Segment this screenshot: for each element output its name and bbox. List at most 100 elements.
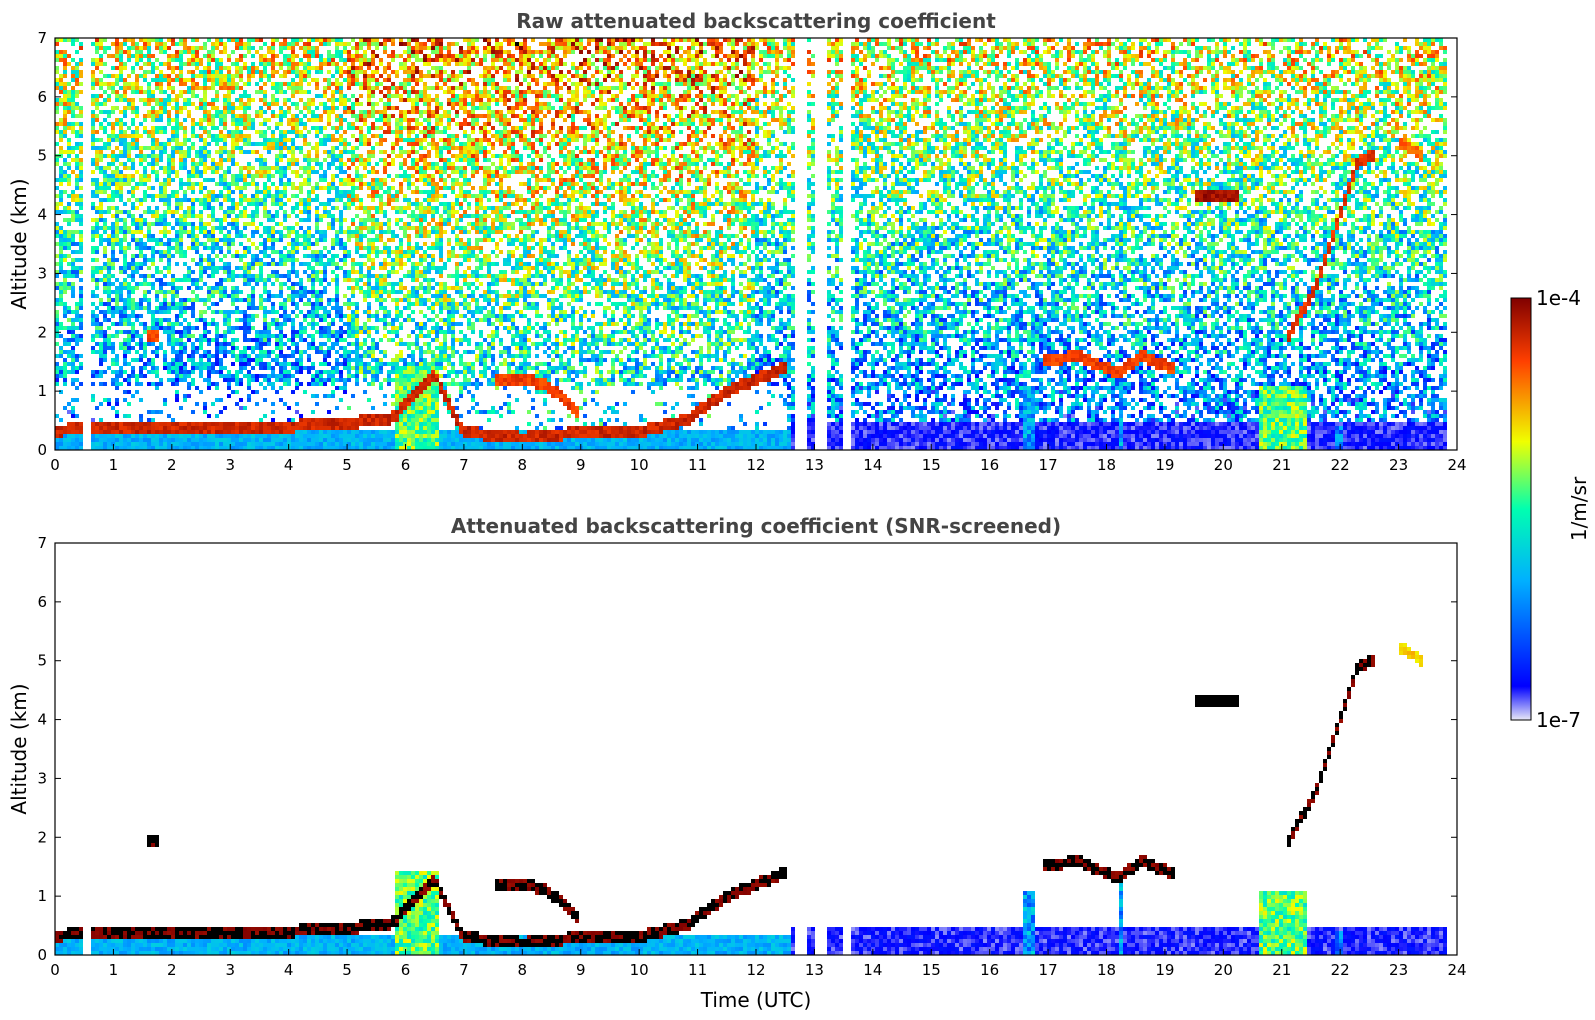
heatmap-cell	[199, 230, 203, 234]
heatmap-cell	[319, 270, 323, 274]
heatmap-cell	[203, 410, 207, 414]
heatmap-cell	[375, 442, 379, 446]
heatmap-cell	[123, 302, 127, 306]
heatmap-cell	[219, 350, 223, 354]
heatmap-cell	[135, 90, 139, 94]
heatmap-cell	[119, 318, 123, 322]
heatmap-cell	[231, 110, 235, 114]
heatmap-cell	[363, 78, 367, 82]
heatmap-cell	[235, 106, 239, 110]
heatmap-cell	[107, 306, 111, 310]
heatmap-cell	[215, 386, 219, 390]
heatmap-cell	[231, 254, 235, 258]
heatmap-cell	[247, 386, 251, 390]
heatmap-cell	[263, 74, 267, 78]
heatmap-cell	[115, 362, 119, 366]
heatmap-cell	[63, 66, 67, 70]
heatmap-cell	[151, 194, 155, 198]
heatmap-cell	[227, 374, 231, 378]
heatmap-cell	[135, 342, 139, 346]
heatmap-cell	[127, 58, 131, 62]
heatmap-cell	[99, 302, 103, 306]
heatmap-cell	[327, 250, 331, 254]
heatmap-cell	[115, 222, 119, 226]
heatmap-cell	[307, 322, 311, 326]
heatmap-cell	[359, 270, 363, 274]
heatmap-cell	[203, 178, 207, 182]
heatmap-cell	[263, 62, 267, 66]
heatmap-cell	[259, 278, 263, 282]
heatmap-cell	[311, 102, 315, 106]
heatmap-cell	[195, 250, 199, 254]
heatmap-cell	[355, 186, 359, 190]
heatmap-cell	[151, 238, 155, 242]
heatmap-cell	[367, 438, 371, 442]
heatmap-cell	[291, 130, 295, 134]
heatmap-cell	[155, 354, 159, 358]
heatmap-cell	[315, 86, 319, 90]
heatmap-cell	[195, 430, 199, 434]
heatmap-cell	[147, 114, 151, 118]
heatmap-cell	[243, 42, 247, 46]
heatmap-cell	[63, 326, 67, 330]
heatmap-cell	[139, 342, 143, 346]
heatmap-cell	[175, 174, 179, 178]
heatmap-cell	[315, 126, 319, 130]
heatmap-cell	[315, 182, 319, 186]
heatmap-cell	[79, 222, 83, 226]
heatmap-cell	[335, 366, 339, 370]
heatmap-cell	[179, 442, 183, 446]
heatmap-cell	[115, 230, 119, 234]
heatmap-cell	[203, 350, 207, 354]
heatmap-cell	[275, 70, 279, 74]
heatmap-cell	[251, 318, 255, 322]
heatmap-cell	[299, 442, 303, 446]
heatmap-cell	[291, 142, 295, 146]
heatmap-cell	[131, 234, 135, 238]
heatmap-cell	[263, 82, 267, 86]
heatmap-cell	[363, 74, 367, 78]
heatmap-cell	[91, 290, 95, 294]
heatmap-cell	[115, 170, 119, 174]
heatmap-cell	[203, 142, 207, 146]
heatmap-cell	[167, 370, 171, 374]
heatmap-cell	[239, 66, 243, 70]
heatmap-cell	[323, 266, 327, 270]
heatmap-cell	[179, 374, 183, 378]
heatmap-cell	[195, 150, 199, 154]
heatmap-cell	[75, 306, 79, 310]
heatmap-cell	[367, 154, 371, 158]
heatmap-cell	[235, 182, 239, 186]
heatmap-cell	[279, 426, 283, 430]
heatmap-cell	[99, 350, 103, 354]
heatmap-cell	[207, 198, 211, 202]
heatmap-cell	[211, 422, 215, 426]
heatmap-cell	[299, 198, 303, 202]
heatmap-cell	[191, 298, 195, 302]
heatmap-cell	[359, 330, 363, 334]
heatmap-cell	[195, 438, 199, 442]
heatmap-cell	[239, 382, 243, 386]
heatmap-cell	[319, 326, 323, 330]
heatmap-cell	[163, 306, 167, 310]
heatmap-cell	[363, 390, 367, 394]
heatmap-cell	[91, 58, 95, 62]
heatmap-cell	[99, 166, 103, 170]
heatmap-cell	[355, 318, 359, 322]
heatmap-cell	[311, 166, 315, 170]
heatmap-cell	[183, 362, 187, 366]
heatmap-cell	[75, 78, 79, 82]
heatmap-cell	[207, 206, 211, 210]
heatmap-cell	[211, 382, 215, 386]
heatmap-cell	[315, 142, 319, 146]
heatmap-cell	[235, 326, 239, 330]
heatmap-cell	[67, 102, 71, 106]
heatmap-cell	[275, 202, 279, 206]
heatmap-cell	[223, 434, 227, 438]
heatmap-cell	[79, 422, 83, 426]
heatmap-cell	[351, 358, 355, 362]
heatmap-cell	[367, 354, 371, 358]
heatmap-cell	[243, 266, 247, 270]
heatmap-cell	[211, 430, 215, 434]
heatmap-cell	[163, 150, 167, 154]
